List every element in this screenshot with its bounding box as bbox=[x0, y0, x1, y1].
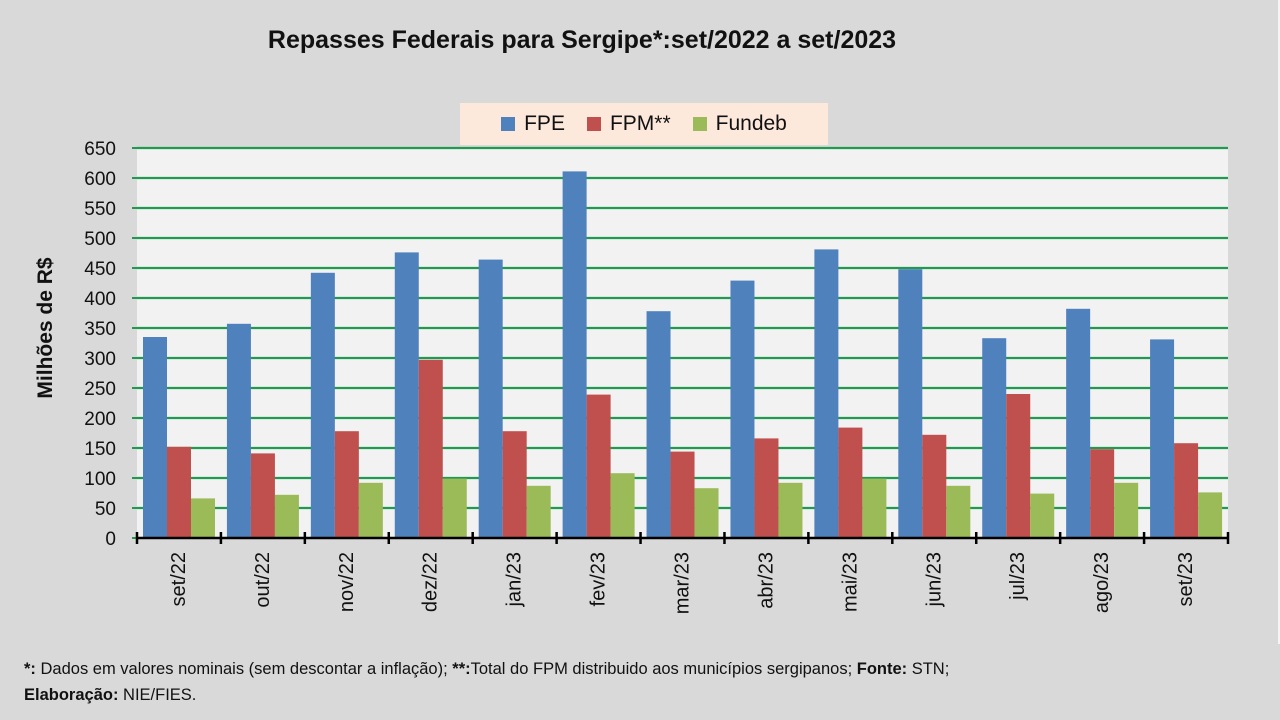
x-tick-label: fev/23 bbox=[588, 552, 610, 606]
bar-fpe bbox=[562, 171, 587, 538]
bar-fundeb bbox=[1030, 493, 1055, 538]
bar-fpe bbox=[143, 337, 167, 538]
credit-label: Elaboração: bbox=[24, 686, 119, 704]
legend-label-fpm: FPM** bbox=[609, 112, 671, 135]
x-axis: set/22 out/22 nov/22 dez/22 jan/23 fev/23 mar/… bbox=[135, 532, 1230, 614]
legend: FPE FPM** Fundeb bbox=[460, 103, 828, 145]
note1-label: *: bbox=[24, 660, 36, 678]
x-tick-label: nov/22 bbox=[336, 552, 358, 612]
legend-label-fundeb: Fundeb bbox=[715, 112, 787, 135]
source-text: STN; bbox=[907, 660, 950, 678]
bar-fundeb bbox=[274, 494, 299, 538]
footer-line-1: *: Dados em valores nominais (sem descon… bbox=[24, 656, 949, 682]
y-tick-label: 550 bbox=[84, 199, 116, 220]
note2-text: Total do FPM distribuido aos municípios … bbox=[470, 660, 857, 678]
bar-fundeb bbox=[862, 478, 887, 538]
bar-fpe bbox=[1150, 339, 1175, 538]
x-tick-label: jan/23 bbox=[504, 552, 526, 608]
footer-notes: *: Dados em valores nominais (sem descon… bbox=[0, 644, 1280, 720]
x-tick-label: abr/23 bbox=[755, 552, 777, 609]
y-axis-label: Milhões de R$ bbox=[34, 257, 57, 399]
bar-fundeb bbox=[778, 482, 803, 538]
bar-fpe bbox=[646, 311, 671, 538]
bar-fundeb bbox=[694, 488, 719, 538]
legend-item-fundeb: Fundeb bbox=[692, 112, 787, 136]
x-tick-label: jun/23 bbox=[923, 552, 945, 608]
legend-item-fpm: FPM** bbox=[586, 112, 671, 136]
bar-fpe bbox=[730, 280, 755, 538]
bar-fpm bbox=[167, 446, 191, 538]
x-tick-label: set/22 bbox=[168, 552, 190, 606]
note2-label: **: bbox=[452, 660, 471, 678]
legend-item-fpe: FPE bbox=[501, 112, 565, 136]
y-tick-label: 400 bbox=[84, 289, 116, 310]
y-tick-label: 150 bbox=[84, 439, 116, 460]
credit-text: NIE/FIES. bbox=[118, 686, 197, 704]
y-tick-label: 650 bbox=[84, 139, 116, 160]
bar-fundeb bbox=[946, 485, 971, 538]
bar-fpe bbox=[982, 338, 1007, 538]
bar-fpm bbox=[922, 434, 947, 538]
legend-swatch-fpe bbox=[501, 117, 516, 131]
y-tick-label: 500 bbox=[84, 229, 116, 250]
legend-swatch-fundeb bbox=[692, 117, 707, 131]
bar-fpm bbox=[586, 394, 611, 538]
bars bbox=[143, 171, 1223, 538]
x-tick-label: out/22 bbox=[252, 552, 274, 608]
bar-fpm bbox=[1174, 443, 1199, 538]
bar-fundeb bbox=[1114, 482, 1139, 538]
x-tick-label: ago/23 bbox=[1091, 552, 1113, 613]
y-tick-label: 600 bbox=[84, 169, 116, 190]
bar-fpm bbox=[670, 451, 695, 538]
bar-fpe bbox=[1066, 308, 1091, 538]
y-tick-label: 450 bbox=[84, 259, 116, 280]
bar-fpm bbox=[1006, 394, 1031, 538]
y-tick-label: 50 bbox=[95, 499, 116, 520]
bar-fpe bbox=[478, 259, 503, 538]
x-tick-label: mar/23 bbox=[672, 552, 694, 614]
footer-line-2: Elaboração: NIE/FIES. bbox=[24, 682, 949, 708]
y-tick-label: 100 bbox=[84, 469, 116, 490]
y-tick-label: 250 bbox=[84, 379, 116, 400]
y-tick-label: 350 bbox=[84, 319, 116, 340]
bar-fundeb bbox=[442, 478, 467, 538]
bar-fundeb bbox=[610, 473, 635, 538]
bar-fpm bbox=[250, 453, 275, 538]
legend-swatch-fpm bbox=[586, 117, 601, 131]
bar-fpe bbox=[814, 249, 839, 538]
bar-chart: 050100150200250300350400450500550600650 … bbox=[34, 139, 1230, 614]
bar-fundeb bbox=[191, 498, 215, 538]
legend-label-fpe: FPE bbox=[524, 112, 565, 135]
bar-fundeb bbox=[358, 482, 383, 538]
bar-fpm bbox=[754, 438, 779, 538]
bar-fundeb bbox=[526, 485, 551, 538]
x-tick-label: dez/22 bbox=[420, 552, 442, 612]
bar-fundeb bbox=[1198, 492, 1223, 538]
bar-fpe bbox=[226, 323, 251, 538]
x-tick-label: set/23 bbox=[1175, 552, 1197, 606]
y-tick-label: 300 bbox=[84, 349, 116, 370]
bar-fpm bbox=[418, 359, 443, 538]
bar-fpm bbox=[1090, 449, 1115, 538]
chart-title: Repasses Federais para Sergipe*:set/2022… bbox=[267, 26, 897, 54]
x-tick-label: jul/23 bbox=[1007, 552, 1029, 601]
y-tick-label: 200 bbox=[84, 409, 116, 430]
bar-fpm bbox=[838, 427, 863, 538]
x-tick-label: mai/23 bbox=[839, 552, 861, 612]
note1-text: Dados em valores nominais (sem descontar… bbox=[35, 660, 453, 678]
bar-fpe bbox=[898, 269, 923, 538]
bar-fpm bbox=[334, 431, 359, 538]
source-label: Fonte: bbox=[856, 660, 908, 678]
bar-fpe bbox=[310, 272, 335, 538]
bar-fpm bbox=[502, 431, 527, 538]
bar-fpe bbox=[394, 252, 419, 538]
y-axis-ticks: 0 50 100 150 200 250 300 350 400 450 500 550 600 650 bbox=[84, 139, 137, 550]
y-tick-label: 0 bbox=[105, 529, 116, 550]
